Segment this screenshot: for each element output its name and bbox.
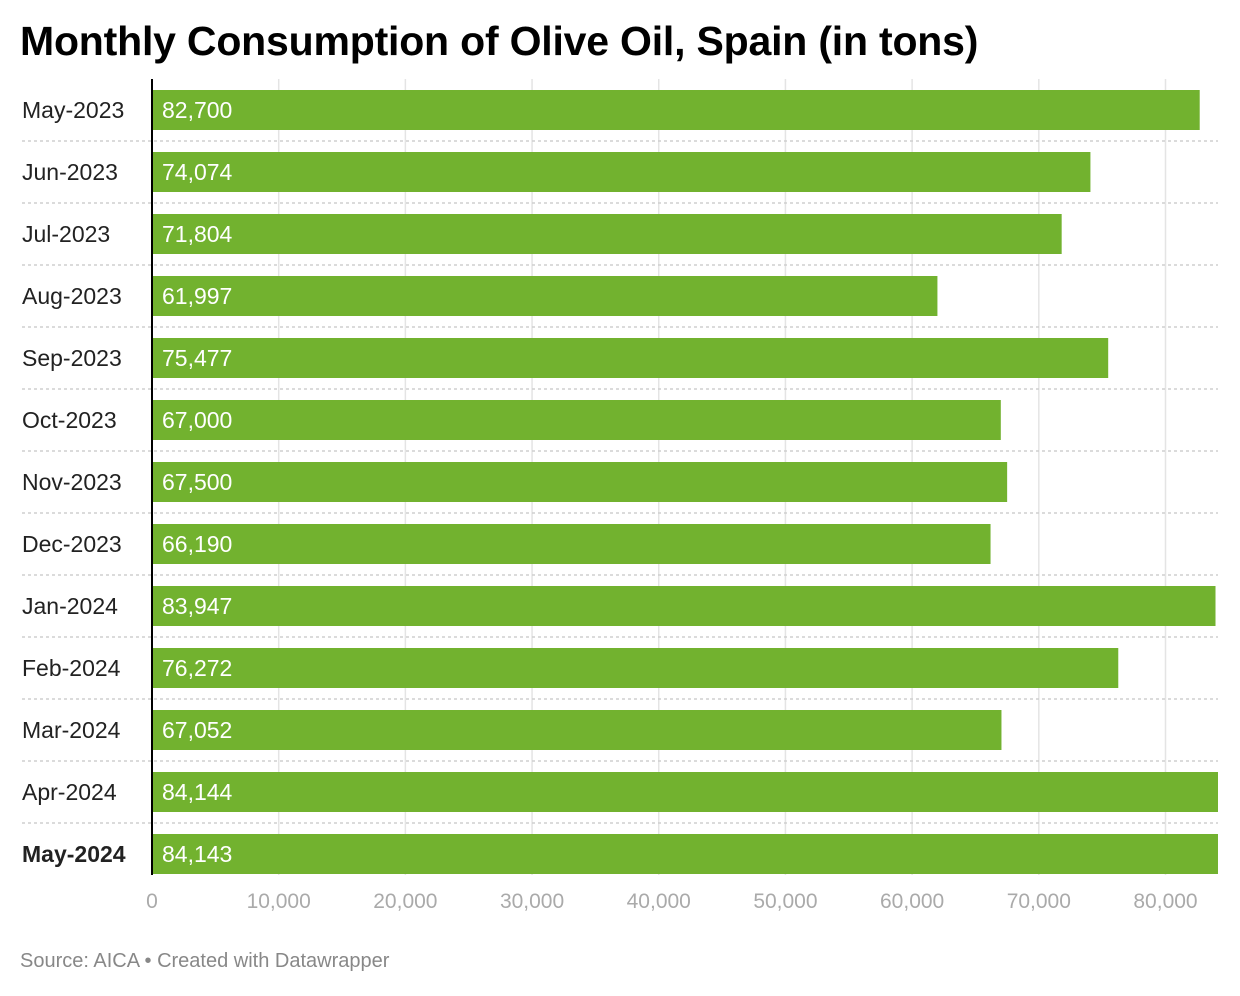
value-label: 84,143 xyxy=(162,841,232,867)
value-label: 74,074 xyxy=(162,159,233,185)
x-tick-label: 40,000 xyxy=(627,890,691,913)
bar xyxy=(152,90,1200,130)
row-separators xyxy=(22,140,1218,824)
value-label: 61,997 xyxy=(162,283,232,309)
x-tick-label: 30,000 xyxy=(500,890,564,913)
category-label: Aug-2023 xyxy=(22,283,122,309)
value-label: 76,272 xyxy=(162,655,232,681)
category-label: Mar-2024 xyxy=(22,717,121,743)
chart-title: Monthly Consumption of Olive Oil, Spain … xyxy=(20,18,979,64)
x-tick-label: 20,000 xyxy=(373,890,437,913)
x-tick-label: 80,000 xyxy=(1133,890,1197,913)
value-label: 71,804 xyxy=(162,221,233,247)
bar xyxy=(152,276,938,316)
value-labels: 82,700 74,074 71,804 61,997 75,477 67,000 67,5… xyxy=(162,97,233,867)
category-label: May-2024 xyxy=(22,841,126,867)
value-label: 67,500 xyxy=(162,469,232,495)
category-label: May-2023 xyxy=(22,97,124,123)
value-label: 83,947 xyxy=(162,593,232,619)
source-footer: Source: AICA • Created with Datawrapper xyxy=(20,950,390,972)
category-label: Jan-2024 xyxy=(22,593,118,619)
bar xyxy=(152,338,1109,378)
x-tick-label: 70,000 xyxy=(1007,890,1071,913)
bar xyxy=(152,152,1091,192)
x-axis-ticks: 0 10,000 20,000 30,000 40,000 50,000 60,000 70,… xyxy=(146,890,1197,913)
x-tick-label: 10,000 xyxy=(247,890,311,913)
category-label: Jul-2023 xyxy=(22,221,110,247)
value-label: 66,190 xyxy=(162,531,232,557)
bars xyxy=(152,90,1218,874)
category-label: Jun-2023 xyxy=(22,159,118,185)
bar xyxy=(152,214,1062,254)
category-label: Oct-2023 xyxy=(22,407,117,433)
bar xyxy=(152,710,1002,750)
bar xyxy=(152,524,991,564)
value-label: 67,000 xyxy=(162,407,232,433)
x-tick-label: 60,000 xyxy=(880,890,944,913)
value-label: 75,477 xyxy=(162,345,232,371)
category-label: Feb-2024 xyxy=(22,655,121,681)
value-label: 84,144 xyxy=(162,779,233,805)
bar xyxy=(152,400,1001,440)
category-label: Dec-2023 xyxy=(22,531,122,557)
value-label: 67,052 xyxy=(162,717,232,743)
category-label: Apr-2024 xyxy=(22,779,117,805)
bar xyxy=(152,586,1216,626)
value-label: 82,700 xyxy=(162,97,232,123)
bar xyxy=(152,772,1218,812)
bar xyxy=(152,834,1218,874)
x-tick-label: 50,000 xyxy=(753,890,817,913)
x-tick-label: 0 xyxy=(146,890,158,913)
bar xyxy=(152,648,1119,688)
category-labels: May-2023 Jun-2023 Jul-2023 Aug-2023 Sep-2023… xyxy=(22,97,126,867)
bar xyxy=(152,462,1008,502)
category-label: Sep-2023 xyxy=(22,345,122,371)
category-label: Nov-2023 xyxy=(22,469,122,495)
